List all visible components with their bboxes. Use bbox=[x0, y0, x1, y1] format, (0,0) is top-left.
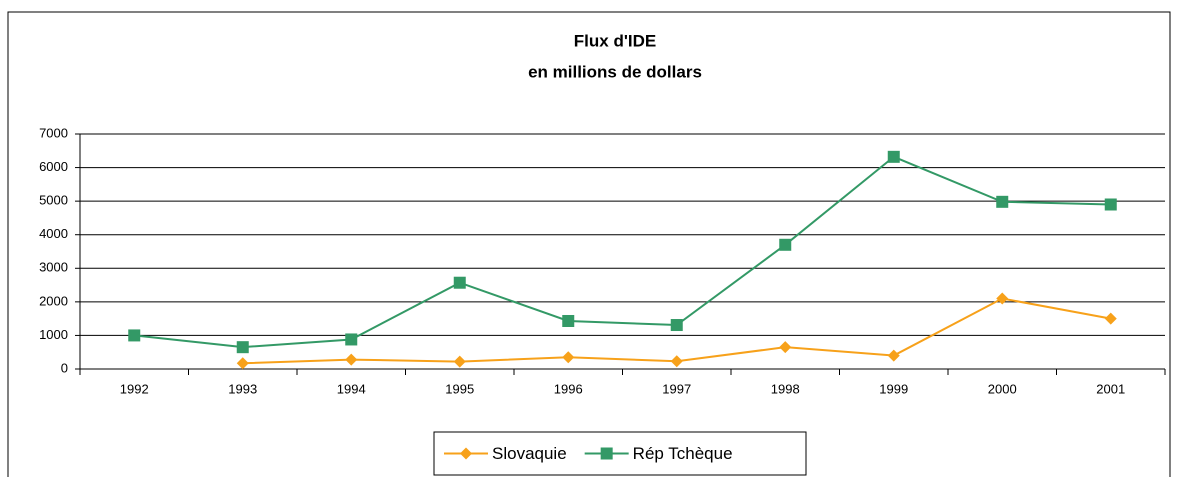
data-point bbox=[670, 355, 683, 368]
chart-subtitle: en millions de dollars bbox=[528, 62, 702, 81]
data-point bbox=[128, 329, 141, 342]
data-point bbox=[1104, 198, 1117, 211]
legend-marker bbox=[600, 447, 613, 460]
x-tick-label: 1996 bbox=[554, 381, 583, 396]
data-point bbox=[453, 276, 466, 289]
x-tick-label: 1997 bbox=[662, 381, 691, 396]
y-tick-label: 1000 bbox=[39, 327, 68, 342]
y-tick-label: 4000 bbox=[39, 226, 68, 241]
chart-title: Flux d'IDE bbox=[574, 31, 656, 50]
data-point bbox=[887, 349, 900, 362]
legend-label: Rép Tchèque bbox=[633, 444, 733, 463]
x-tick-label: 1995 bbox=[445, 381, 474, 396]
y-tick-label: 2000 bbox=[39, 293, 68, 308]
y-tick-label: 0 bbox=[61, 360, 68, 375]
data-point bbox=[670, 319, 683, 332]
x-tick-label: 1992 bbox=[120, 381, 149, 396]
data-point bbox=[345, 333, 358, 346]
data-point bbox=[453, 355, 466, 368]
y-tick-label: 6000 bbox=[39, 159, 68, 174]
data-point bbox=[887, 150, 900, 163]
data-point bbox=[779, 238, 792, 251]
data-point bbox=[236, 357, 249, 370]
data-point bbox=[996, 195, 1009, 208]
y-tick-label: 5000 bbox=[39, 193, 68, 208]
data-point bbox=[1104, 312, 1117, 325]
data-point bbox=[996, 292, 1009, 305]
y-tick-label: 7000 bbox=[39, 125, 68, 140]
x-tick-label: 2001 bbox=[1096, 381, 1125, 396]
chart-frame bbox=[7, 11, 1171, 477]
data-point bbox=[345, 353, 358, 366]
x-tick-label: 1994 bbox=[337, 381, 366, 396]
x-tick-label: 2000 bbox=[988, 381, 1017, 396]
x-tick-label: 1998 bbox=[771, 381, 800, 396]
x-tick-label: 1999 bbox=[879, 381, 908, 396]
data-point bbox=[562, 314, 575, 327]
x-tick-label: 1993 bbox=[228, 381, 257, 396]
y-tick-label: 3000 bbox=[39, 260, 68, 275]
data-point bbox=[562, 351, 575, 364]
legend-marker bbox=[460, 447, 472, 460]
data-point bbox=[779, 341, 792, 354]
data-point bbox=[236, 341, 249, 354]
legend-label: Slovaquie bbox=[492, 444, 567, 463]
series-line bbox=[134, 155, 1111, 349]
